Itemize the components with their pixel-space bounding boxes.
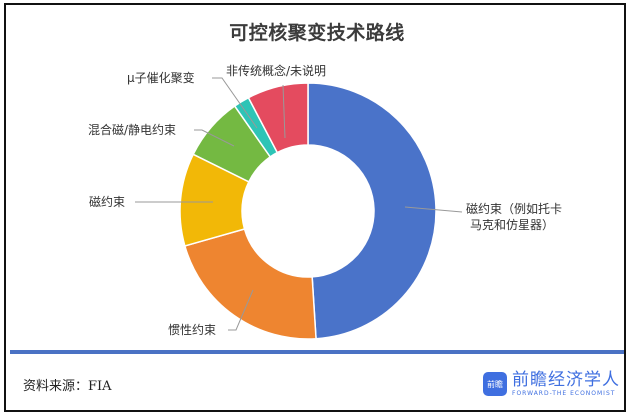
footer-divider	[10, 350, 624, 354]
label-unconventional: 非传统概念/未说明	[226, 63, 326, 78]
donut-slice-1	[183, 228, 317, 340]
leader-line-4	[212, 77, 258, 129]
leader-line-5	[282, 84, 286, 139]
source-note: 资料来源：FIA	[23, 379, 112, 394]
chart-frame	[4, 3, 626, 412]
label-hybrid: 混合磁/静电约束	[88, 122, 176, 137]
label-inertial: 惯性约束	[168, 322, 216, 337]
brand-name: 前瞻经济学人	[512, 369, 620, 390]
chart-title: 可控核聚变技术路线	[229, 22, 405, 44]
donut-slices	[179, 82, 437, 340]
donut-slice-5	[247, 82, 309, 154]
leader-line-3	[194, 129, 235, 147]
label-muon: μ子催化聚变	[127, 70, 195, 85]
label-magnetic: 磁约束	[89, 194, 125, 209]
brand-icon: 前瞻	[483, 372, 507, 396]
label-magnetic-tokamak-line1: 磁约束（例如托卡	[466, 201, 562, 216]
leader-line-1	[228, 289, 254, 331]
leader-line-0	[404, 206, 463, 213]
donut-slice-0	[307, 82, 437, 340]
brand-subtitle: FORWARD-THE ECONOMIST	[512, 389, 616, 397]
label-magnetic-tokamak-line2: 马克和仿星器）	[470, 218, 554, 232]
brand-logo: 前瞻 前瞻经济学人 FORWARD-THE ECONOMIST	[483, 369, 620, 399]
